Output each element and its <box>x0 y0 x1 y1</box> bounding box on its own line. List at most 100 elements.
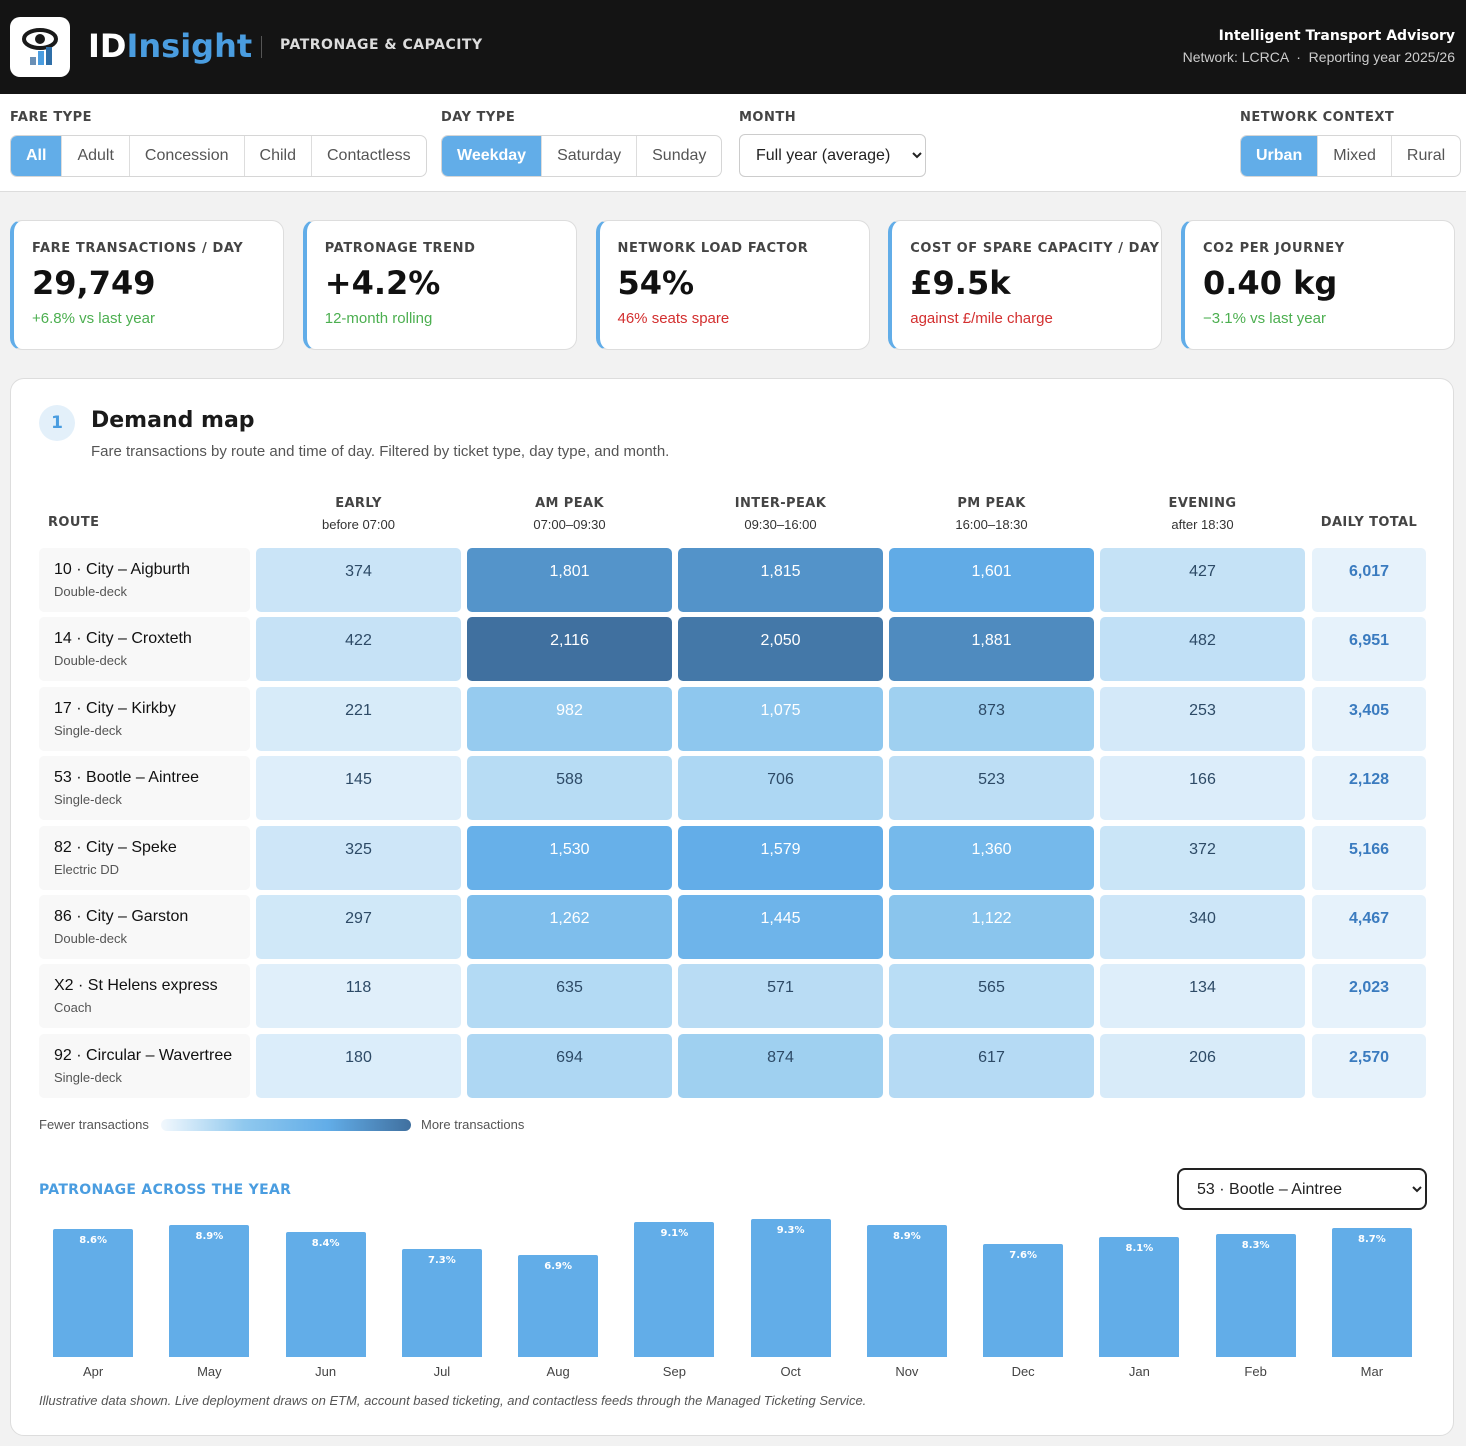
route-cell: 10 · City – Aigburth Double-deck <box>39 548 250 612</box>
filter-button[interactable]: Concession <box>128 136 244 176</box>
route-vehicle: Electric DD <box>54 861 120 877</box>
kpi-value: 0.40 kg <box>1203 264 1338 302</box>
bar: 6.9% <box>518 1254 599 1357</box>
heat-cell: 422 <box>256 617 461 682</box>
x-tick-label: Nov <box>895 1364 919 1379</box>
kpi-value: 54% <box>617 264 695 302</box>
cell-value: 1,122 <box>971 910 1012 927</box>
heat-cell: 1,579 <box>678 825 883 890</box>
cell-value: 180 <box>345 1048 372 1066</box>
button-group: All Adult Concession Child Contactless <box>10 135 427 177</box>
cell-value: 565 <box>978 979 1005 997</box>
section-title: Demand map <box>91 408 255 433</box>
heat-cell: 588 <box>467 756 672 821</box>
heat-cell: 523 <box>889 756 1094 821</box>
filter-label: NETWORK CONTEXT <box>1240 110 1395 125</box>
cell-value: 2,050 <box>760 632 801 650</box>
cell-value: 706 <box>767 771 794 789</box>
bar: 9.1% <box>634 1221 715 1357</box>
heat-cell: 221 <box>256 686 461 751</box>
route-cell: 53 · Bootle – Aintree Single-deck <box>39 756 250 821</box>
month-select[interactable]: Full year (average) <box>739 134 926 177</box>
total-cell: 3,405 <box>1312 686 1426 751</box>
route-vehicle: Single-deck <box>54 792 122 808</box>
route-name: 14 · City – Croxteth <box>54 630 192 648</box>
filter-button[interactable]: Adult <box>61 136 128 176</box>
x-tick-label: Jul <box>433 1364 451 1379</box>
bar-label: 8.9% <box>195 1230 224 1242</box>
cell-value: 1,445 <box>760 910 801 927</box>
bar: 9.3% <box>750 1219 831 1357</box>
filter-button[interactable]: Saturday <box>541 136 636 176</box>
x-tick-label: Jun <box>315 1364 337 1379</box>
cell-value: 372 <box>1189 840 1216 858</box>
filter-button[interactable]: All <box>11 136 62 176</box>
filter-label: DAY TYPE <box>441 110 516 125</box>
filter-button[interactable]: Child <box>243 136 311 176</box>
route-cell: 86 · City – Garston Double-deck <box>39 895 250 959</box>
heat-cell: 565 <box>889 964 1094 1029</box>
filter-button[interactable]: Sunday <box>636 136 721 176</box>
cell-value: 427 <box>1189 563 1216 580</box>
bar-label: 6.9% <box>544 1260 572 1272</box>
filter-button[interactable]: Mixed <box>1317 136 1391 176</box>
cell-value: 166 <box>1189 771 1216 789</box>
filter-button[interactable]: Urban <box>1241 136 1318 176</box>
period-time: 16:00–18:30 <box>955 517 1028 532</box>
period-time: 07:00–09:30 <box>533 517 606 532</box>
kpi-card: FARE TRANSACTIONS / DAY 29,749 +6.8% vs la… <box>10 220 284 350</box>
bar-label: 7.3% <box>428 1254 456 1266</box>
cell-value: 1,530 <box>549 840 590 858</box>
bar: 8.7% <box>1331 1227 1412 1357</box>
bar-label: 8.6% <box>79 1235 107 1247</box>
bar: 8.3% <box>1215 1233 1296 1357</box>
period-name: PM PEAK <box>957 496 1026 511</box>
heat-cell: 372 <box>1100 825 1305 890</box>
cell-value: 340 <box>1189 910 1216 927</box>
filter-button[interactable]: Contactless <box>311 136 426 176</box>
x-tick-label: Sep <box>662 1364 686 1379</box>
logo-icon <box>22 28 58 65</box>
heat-cell: 982 <box>467 686 672 751</box>
total-cell: 4,467 <box>1312 895 1426 959</box>
column-header: AM PEAK 07:00–09:30 <box>467 496 672 532</box>
heat-cell: 1,601 <box>889 548 1094 612</box>
route-select[interactable]: 53 · Bootle – Aintree <box>1177 1168 1427 1210</box>
heat-cell: 134 <box>1100 964 1305 1029</box>
cell-value: 1,601 <box>971 563 1012 580</box>
total-cell: 2,128 <box>1312 756 1426 821</box>
heat-cell: 1,122 <box>889 895 1094 959</box>
route-name: 53 · Bootle – Aintree <box>54 769 199 787</box>
heat-cell: 1,815 <box>678 548 883 612</box>
heat-cell: 571 <box>678 964 883 1029</box>
brand: IDInsight <box>88 26 252 66</box>
route-vehicle: Double-deck <box>54 653 127 669</box>
filter-button[interactable]: Weekday <box>442 136 542 176</box>
route-vehicle: Double-deck <box>54 931 127 946</box>
kpi-label: PATRONAGE TREND <box>324 241 476 256</box>
bar: 8.9% <box>169 1224 250 1357</box>
cell-value: 588 <box>556 771 583 789</box>
x-tick-label: May <box>197 1364 222 1379</box>
cell-value: 2,116 <box>550 632 589 650</box>
heat-cell: 166 <box>1100 756 1305 821</box>
kpi-note: against £/mile charge <box>910 310 1053 327</box>
cell-value: 145 <box>345 771 372 789</box>
cell-value: 422 <box>345 632 372 650</box>
total-cell: 2,023 <box>1312 964 1426 1029</box>
route-vehicle: Double-deck <box>54 584 127 599</box>
x-tick-label: Oct <box>780 1364 801 1379</box>
bar-label: 8.1% <box>1125 1242 1154 1254</box>
cell-value: 617 <box>978 1048 1005 1066</box>
header: IDInsight PATRONAGE & CAPACITY Intellige… <box>0 0 1466 94</box>
heat-cell: 180 <box>256 1033 461 1098</box>
cell-value: 635 <box>556 979 583 997</box>
x-tick-label: Mar <box>1360 1364 1384 1379</box>
logo <box>10 17 70 77</box>
heat-cell: 206 <box>1100 1033 1305 1098</box>
route-cell: 82 · City – Speke Electric DD <box>39 825 250 890</box>
heat-cell: 427 <box>1100 548 1305 612</box>
cell-value: 325 <box>345 840 372 858</box>
filter-button[interactable]: Rural <box>1390 136 1460 176</box>
